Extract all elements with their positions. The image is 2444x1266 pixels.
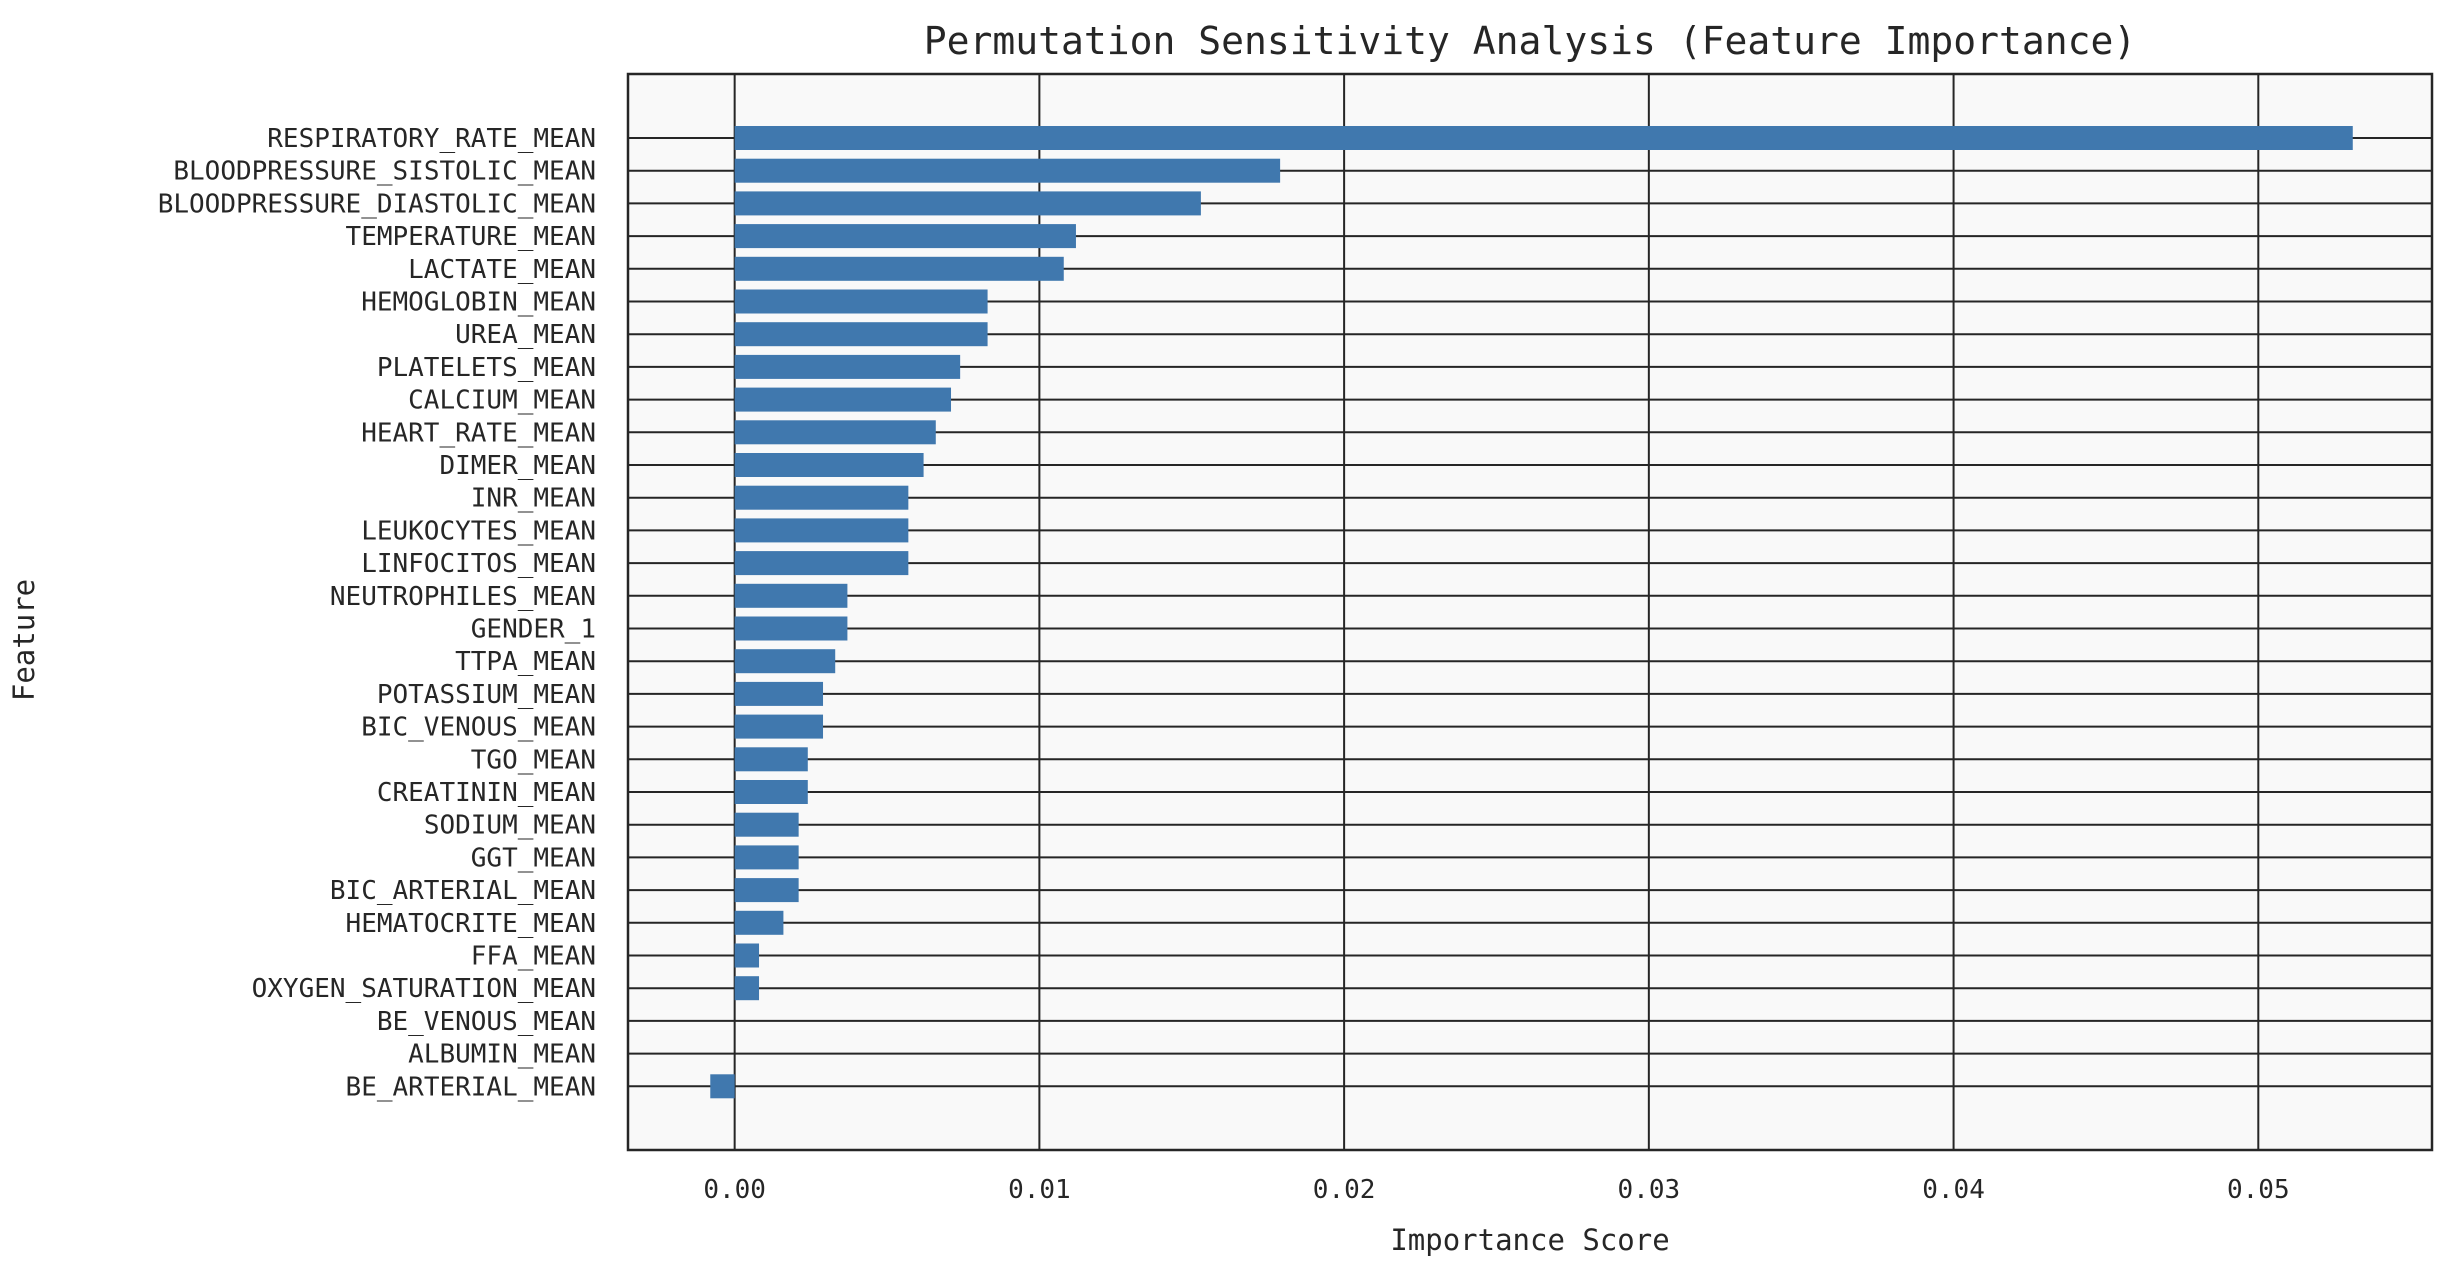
- y-tick-label: OXYGEN_SATURATION_MEAN: [252, 974, 596, 1004]
- bar: [734, 224, 1076, 249]
- bar: [734, 747, 808, 772]
- bar: [734, 551, 909, 576]
- bar: [734, 845, 799, 870]
- bar-layer: [710, 126, 2353, 1099]
- x-tick-label: 0.04: [1922, 1175, 1985, 1205]
- y-tick-label: POTASSIUM_MEAN: [377, 680, 596, 710]
- y-tick-label: ALBUMIN_MEAN: [408, 1040, 596, 1070]
- plot-area: [626, 72, 2434, 1152]
- y-tick-label: GENDER_1: [471, 615, 596, 645]
- bar: [734, 616, 848, 641]
- y-tick-label: SODIUM_MEAN: [424, 811, 596, 841]
- bar: [734, 158, 1281, 183]
- bar: [734, 780, 808, 804]
- y-tick-label: PLATELETS_MEAN: [377, 353, 596, 383]
- y-tick-label: CALCIUM_MEAN: [408, 386, 596, 416]
- x-axis-label: Importance Score: [1390, 1223, 1669, 1257]
- y-tick-label: HEMOGLOBIN_MEAN: [361, 288, 596, 318]
- y-tick-label: BE_VENOUS_MEAN: [377, 1007, 596, 1037]
- y-tick-label: GGT_MEAN: [471, 843, 596, 873]
- x-tick-label: 0.05: [2227, 1175, 2290, 1205]
- y-tick-label: TEMPERATURE_MEAN: [346, 222, 596, 252]
- bar: [734, 518, 909, 543]
- x-tick-label: 0.00: [703, 1175, 766, 1205]
- y-tick-label: LINFOCITOS_MEAN: [361, 549, 596, 579]
- bar: [710, 1074, 735, 1099]
- y-tick-label: BLOODPRESSURE_SISTOLIC_MEAN: [173, 157, 596, 187]
- y-tick-label: DIMER_MEAN: [439, 451, 596, 481]
- bar: [734, 812, 799, 837]
- bar: [734, 126, 2353, 150]
- bar: [734, 354, 961, 379]
- x-tick-label: 0.01: [1008, 1175, 1071, 1205]
- bar: [734, 583, 848, 608]
- y-tick-label: NEUTROPHILES_MEAN: [330, 582, 596, 612]
- x-tick-labels: 0.00 0.01 0.02 0.03 0.04 0.05: [703, 1175, 2289, 1205]
- chart-title: Permutation Sensitivity Analysis (Featur…: [924, 19, 2137, 63]
- x-tick-label: 0.02: [1313, 1175, 1376, 1205]
- x-tick-label: 0.03: [1618, 1175, 1681, 1205]
- bar: [734, 191, 1201, 216]
- bar: [734, 420, 936, 445]
- y-tick-label: TTPA_MEAN: [455, 647, 596, 677]
- y-tick-label: LACTATE_MEAN: [408, 255, 596, 285]
- y-tick-label: BIC_VENOUS_MEAN: [361, 713, 596, 743]
- y-tick-label: BIC_ARTERIAL_MEAN: [330, 876, 596, 906]
- y-tick-label: BLOODPRESSURE_DIASTOLIC_MEAN: [158, 189, 596, 219]
- y-tick-label: CREATININ_MEAN: [377, 778, 596, 808]
- bar: [734, 322, 988, 347]
- y-tick-label: UREA_MEAN: [455, 320, 596, 350]
- bar: [734, 289, 988, 314]
- y-tick-label: HEMATOCRITE_MEAN: [346, 909, 596, 939]
- y-tick-label: FFA_MEAN: [471, 942, 596, 972]
- bar: [734, 976, 760, 1001]
- y-tick-label: BE_ARTERIAL_MEAN: [346, 1072, 596, 1102]
- y-tick-label: RESPIRATORY_RATE_MEAN: [267, 124, 596, 154]
- bar: [734, 910, 784, 935]
- bar: [734, 714, 824, 739]
- bar: [734, 485, 909, 510]
- y-tick-label: TGO_MEAN: [471, 745, 596, 775]
- y-axis-label: Feature: [7, 579, 41, 701]
- y-tick-label: LEUKOCYTES_MEAN: [361, 516, 596, 546]
- bar: [734, 453, 924, 477]
- bar: [734, 943, 760, 968]
- bar: [734, 256, 1064, 281]
- y-tick-label: HEART_RATE_MEAN: [361, 418, 596, 448]
- bar: [734, 387, 952, 412]
- bar: [734, 878, 799, 903]
- y-tick-label: INR_MEAN: [471, 484, 596, 514]
- y-tick-labels: RESPIRATORY_RATE_MEANBLOODPRESSURE_SISTO…: [158, 124, 596, 1102]
- bar: [734, 649, 836, 674]
- bar: [734, 681, 824, 706]
